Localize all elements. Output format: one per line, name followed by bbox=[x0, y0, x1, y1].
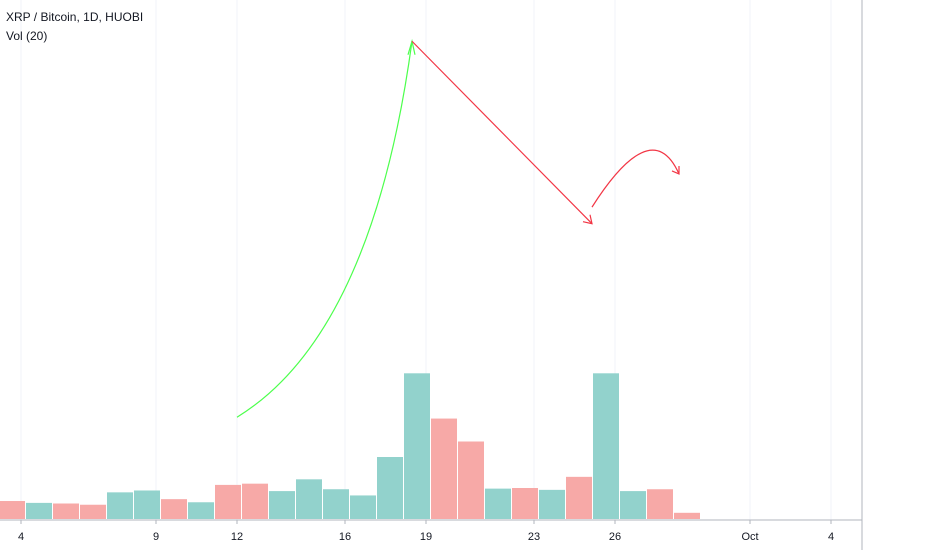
volume-bar bbox=[188, 502, 214, 519]
volume-bar bbox=[269, 491, 295, 519]
volume-bar bbox=[26, 502, 52, 519]
date-tick-label: 12 bbox=[231, 531, 243, 543]
volume-bar bbox=[512, 488, 538, 519]
volume-bar bbox=[215, 484, 241, 519]
volume-bar bbox=[296, 479, 322, 519]
volume-bar bbox=[107, 492, 133, 519]
symbol-title[interactable]: XRP / Bitcoin, 1D, HUOBI bbox=[6, 10, 144, 24]
volume-bars bbox=[0, 373, 700, 519]
volume-bar bbox=[566, 476, 592, 519]
date-tick-label: 9 bbox=[153, 531, 159, 543]
volume-bar bbox=[377, 457, 403, 519]
grid-lines bbox=[20, 0, 832, 520]
volume-bar bbox=[539, 489, 565, 519]
volume-indicator-title[interactable]: Vol (20) bbox=[6, 29, 48, 43]
trend-drawings bbox=[236, 38, 680, 418]
volume-bar bbox=[458, 441, 484, 519]
red-trend-arrow bbox=[411, 40, 593, 225]
date-tick-label: 19 bbox=[420, 531, 432, 543]
volume-bar bbox=[350, 495, 376, 519]
red-arc-arrow bbox=[591, 149, 680, 208]
volume-bar bbox=[161, 499, 187, 519]
date-tick-label: 26 bbox=[609, 531, 621, 543]
volume-bar bbox=[431, 418, 457, 519]
volume-bar bbox=[647, 489, 673, 519]
red-arrow-head bbox=[582, 214, 593, 225]
volume-bar bbox=[323, 489, 349, 519]
volume-bar bbox=[620, 491, 646, 519]
date-tick-label: 23 bbox=[528, 531, 540, 543]
volume-bar bbox=[134, 490, 160, 519]
volume-bar bbox=[593, 373, 619, 519]
volume-bar bbox=[0, 501, 25, 519]
volume-bar bbox=[674, 512, 700, 519]
date-tick-label: 16 bbox=[339, 531, 351, 543]
date-tick-label: Oct bbox=[741, 531, 758, 543]
volume-bar bbox=[404, 373, 430, 519]
green-arc-arrow bbox=[236, 41, 413, 418]
date-tick-label: 4 bbox=[18, 531, 24, 543]
date-tick-label: 4 bbox=[828, 531, 834, 543]
red-arc-arrow-head bbox=[671, 165, 680, 175]
volume-bar bbox=[485, 488, 511, 519]
volume-bar bbox=[53, 503, 79, 519]
volume-bar bbox=[242, 483, 268, 519]
chart-legend: XRP / Bitcoin, 1D, HUOBI Vol (20) bbox=[6, 8, 143, 46]
volume-bar bbox=[80, 504, 106, 519]
